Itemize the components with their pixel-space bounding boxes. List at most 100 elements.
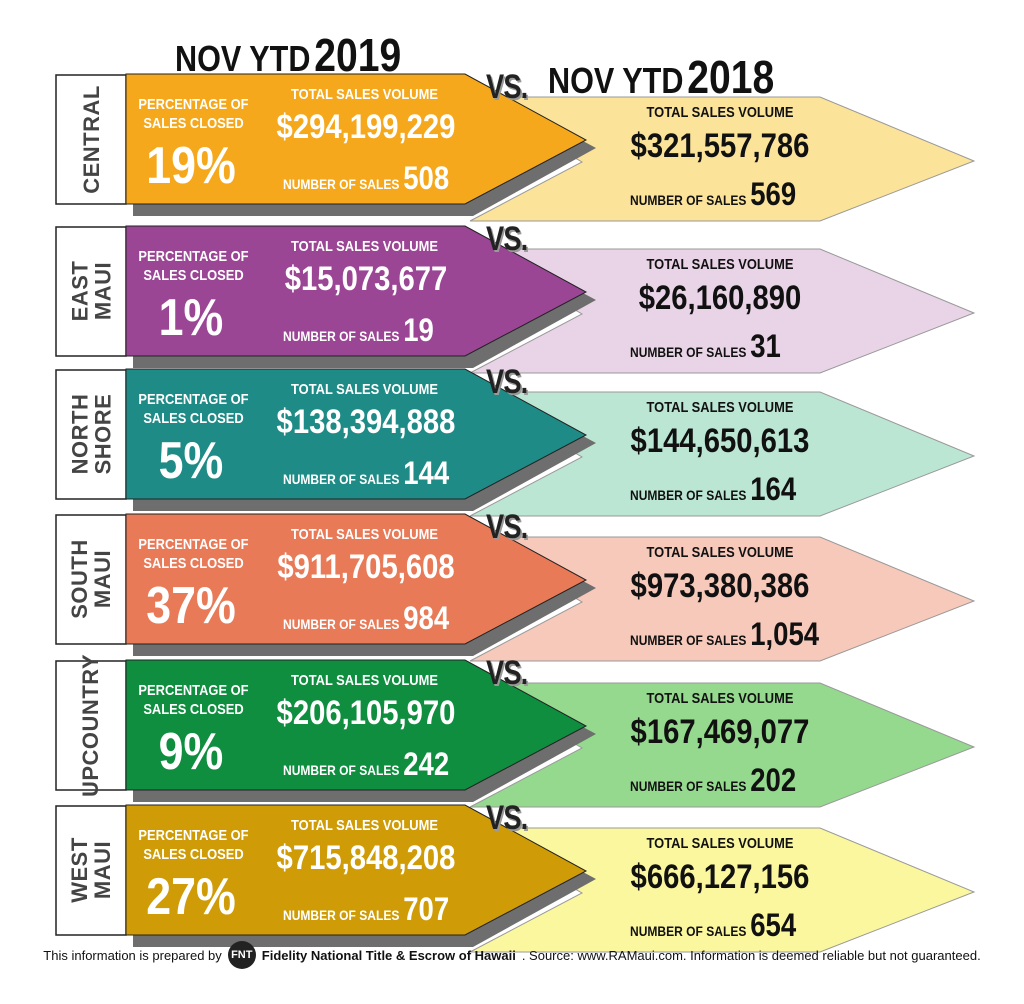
tsv-label-2018: TOTAL SALES VOLUME: [646, 399, 794, 416]
arrow-2018: [468, 391, 976, 517]
pct-label-line1: PERCENTAGE OF: [138, 827, 249, 844]
vs-label: VS.: [486, 363, 528, 401]
tsv-label-2019: TOTAL SALES VOLUME: [291, 86, 438, 103]
pct-label-line2: SALES CLOSED: [143, 701, 244, 718]
sales-2018: 569: [750, 176, 797, 212]
arrow-2018: [468, 96, 976, 222]
pct-label-line2: SALES CLOSED: [143, 555, 244, 572]
volume-2019: $715,848,208: [276, 839, 456, 877]
region-row: EAST MAUI PERCENTAGE OF SALES CLOSED 1% …: [0, 220, 1024, 374]
sales-2019: 144: [403, 455, 450, 491]
sales-count-2019: NUMBER OF SALES 508: [283, 160, 449, 197]
pct-label-line1: PERCENTAGE OF: [138, 96, 249, 113]
region-label-box: [55, 226, 127, 357]
pct-value: 27%: [146, 868, 236, 926]
sales-2019: 707: [403, 891, 450, 927]
fidelity-logo-icon: FNT: [227, 941, 256, 969]
tsv-label-2019: TOTAL SALES VOLUME: [291, 381, 438, 398]
tsv-label-2018: TOTAL SALES VOLUME: [646, 544, 794, 561]
arrow-2018: [468, 827, 976, 953]
pct-label: PERCENTAGE OF SALES CLOSED: [127, 95, 260, 133]
pct-label-line2: SALES CLOSED: [143, 846, 244, 863]
pct-value: 19%: [146, 137, 236, 195]
region-name-box: EAST MAUI: [56, 226, 126, 356]
pct-label-line1: PERCENTAGE OF: [138, 536, 249, 553]
sales-2018: 202: [750, 762, 797, 798]
tsv-label-2019: TOTAL SALES VOLUME: [291, 238, 438, 255]
region-label-box: [55, 805, 127, 936]
pct-label: PERCENTAGE OF SALES CLOSED: [127, 826, 260, 864]
number-of-sales-label: NUMBER OF SALES: [283, 762, 400, 778]
sales-count-2019: NUMBER OF SALES 19: [283, 312, 434, 349]
arrow-2019: [125, 513, 588, 645]
number-of-sales-label: NUMBER OF SALES: [283, 176, 400, 192]
header-2018-prefix: NOV YTD: [548, 60, 684, 101]
pct-label-line1: PERCENTAGE OF: [138, 682, 249, 699]
header-2019: NOV YTD 2019: [175, 28, 401, 82]
arrow-2019: [125, 225, 588, 357]
region-name: NORTH SHORE: [67, 393, 115, 475]
pct-label: PERCENTAGE OF SALES CLOSED: [127, 390, 260, 428]
tsv-label-2019: TOTAL SALES VOLUME: [291, 526, 438, 543]
vs-label: VS.: [486, 508, 528, 546]
sales-count-2019: NUMBER OF SALES 242: [283, 746, 449, 783]
pct-value: 5%: [158, 432, 224, 490]
region-row: CENTRAL PERCENTAGE OF SALES CLOSED 19% T…: [0, 68, 1024, 222]
sales-2019: 984: [403, 600, 450, 636]
pct-value: 37%: [146, 577, 236, 635]
volume-2019: $294,199,229: [276, 108, 456, 146]
region-row: WEST MAUI PERCENTAGE OF SALES CLOSED 27%…: [0, 799, 1024, 953]
sales-2019: 242: [403, 746, 450, 782]
region-name: CENTRAL: [78, 84, 104, 194]
region-name: SOUTH MAUI: [67, 539, 115, 619]
sales-count-2018: NUMBER OF SALES 202: [630, 762, 796, 799]
footer-source: . Source: www.RAMaui.com. Information is…: [521, 947, 981, 963]
region-name: WEST MAUI: [67, 837, 115, 903]
region-arrows: [55, 804, 976, 953]
volume-2019: $15,073,677: [284, 260, 448, 298]
number-of-sales-label: NUMBER OF SALES: [283, 616, 400, 632]
header-2019-prefix: NOV YTD: [175, 38, 311, 79]
header-2018: NOV YTD 2018: [548, 50, 774, 104]
sales-count-2018: NUMBER OF SALES 1,054: [630, 616, 819, 653]
number-of-sales-label: NUMBER OF SALES: [630, 192, 747, 208]
region-arrows: [55, 73, 976, 222]
volume-2018: $666,127,156: [630, 858, 810, 896]
sales-count-2018: NUMBER OF SALES 569: [630, 176, 796, 213]
number-of-sales-label: NUMBER OF SALES: [630, 778, 747, 794]
sales-count-2018: NUMBER OF SALES 164: [630, 471, 796, 508]
sales-2019: 508: [403, 160, 450, 196]
number-of-sales-label: NUMBER OF SALES: [630, 487, 747, 503]
arrow-2019: [125, 368, 588, 500]
volume-2018: $167,469,077: [630, 713, 810, 751]
vs-label: VS.: [486, 654, 528, 692]
region-row: UPCOUNTRY PERCENTAGE OF SALES CLOSED 9% …: [0, 653, 1024, 808]
sales-2018: 1,054: [750, 616, 820, 652]
arrow-2019: [125, 73, 588, 205]
region-label-box: [55, 369, 127, 500]
sales-2019: 19: [403, 312, 434, 348]
region-row: NORTH SHORE PERCENTAGE OF SALES CLOSED 5…: [0, 363, 1024, 517]
region-name-box: NORTH SHORE: [56, 369, 126, 499]
region-name-box: UPCOUNTRY: [56, 653, 126, 796]
vs-label: VS.: [486, 68, 528, 106]
arrow-2018: [468, 682, 976, 808]
header-2019-year: 2019: [314, 29, 402, 81]
pct-label-line2: SALES CLOSED: [143, 267, 244, 284]
footer-prefix: This information is prepared by: [43, 947, 222, 963]
volume-2018: $321,557,786: [630, 127, 810, 165]
arrow-2019: [125, 659, 588, 791]
pct-value: 1%: [158, 289, 224, 347]
arrow-2019: [125, 804, 588, 936]
sales-2018: 31: [750, 328, 781, 364]
region-row: SOUTH MAUI PERCENTAGE OF SALES CLOSED 37…: [0, 508, 1024, 662]
number-of-sales-label: NUMBER OF SALES: [630, 632, 747, 648]
region-arrows: [55, 659, 976, 808]
sales-2018: 164: [750, 471, 797, 507]
tsv-label-2018: TOTAL SALES VOLUME: [646, 256, 794, 273]
region-name-box: WEST MAUI: [56, 805, 126, 935]
sales-count-2018: NUMBER OF SALES 654: [630, 907, 796, 944]
pct-label-line2: SALES CLOSED: [143, 115, 244, 132]
footer-company: Fidelity National Title & Escrow of Hawa…: [261, 947, 516, 963]
footer: This information is prepared by FNT Fide…: [0, 940, 1024, 970]
